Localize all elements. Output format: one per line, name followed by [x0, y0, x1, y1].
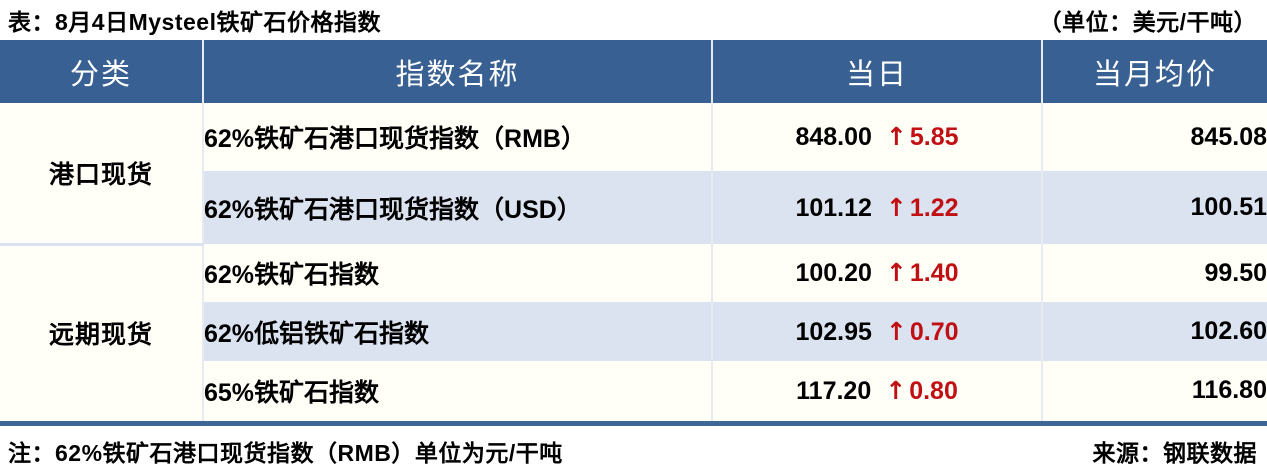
change-amount: 5.85 — [909, 123, 959, 151]
month-avg-cell: 845.08 — [1042, 103, 1267, 171]
today-value-cell: 117.20 ↑ 0.80 — [712, 361, 1043, 423]
source-note: 来源：钢联数据 — [1092, 439, 1257, 466]
change-value: ↑ 5.85 — [885, 122, 959, 151]
unit-note: （单位：美元/干吨） — [1038, 9, 1257, 35]
up-arrow-icon: ↑ — [885, 375, 907, 405]
change-value: ↑ 1.40 — [885, 258, 959, 287]
index-name-cell: 62%铁矿石指数 — [203, 244, 713, 302]
table-row: 62%铁矿石港口现货指数（USD） 101.12 ↑ 1.22 100.51 — [0, 171, 1267, 244]
change-amount: 0.80 — [909, 376, 958, 405]
column-header-category: 分类 — [0, 40, 204, 103]
price-table: 分类 指数名称 当日 当月均价 港口现货 62%铁矿石港口现货指数（RMB） 8… — [0, 40, 1267, 426]
index-name-cell: 62%低铝铁矿石指数 — [203, 302, 713, 361]
today-value: 848.00 — [795, 123, 872, 151]
change-amount: 1.40 — [909, 259, 959, 287]
up-arrow-icon: ↑ — [885, 192, 907, 222]
table-row: 远期现货 62%铁矿石指数 100.20 ↑ 1.40 99.50 — [0, 244, 1267, 423]
month-avg-cell: 116.80 — [1042, 361, 1267, 423]
index-name-cell: 62%铁矿石港口现货指数（RMB） — [203, 103, 713, 171]
change-value: ↑ 0.70 — [885, 316, 959, 346]
column-header-index-name: 指数名称 — [203, 40, 713, 103]
change-value: ↑ 1.22 — [885, 192, 959, 222]
category-cell-forward-spot: 远期现货 — [0, 244, 204, 423]
footnote: 注：62%铁矿石港口现货指数（RMB）单位为元/干吨 — [8, 439, 563, 466]
footer-bar: 注：62%铁矿石港口现货指数（RMB）单位为元/干吨 来源：钢联数据 — [0, 426, 1267, 468]
category-cell-port-spot: 港口现货 — [0, 103, 204, 246]
up-arrow-icon: ↑ — [885, 316, 907, 346]
month-avg-cell: 102.60 — [1042, 302, 1267, 361]
column-header-today: 当日 — [712, 40, 1043, 103]
today-value-cell: 100.20 ↑ 1.40 — [712, 244, 1043, 302]
today-value-cell: 102.95 ↑ 0.70 — [712, 302, 1043, 361]
index-name-cell: 65%铁矿石指数 — [203, 361, 713, 423]
table-caption: 表：8月4日Mysteel铁矿石价格指数 — [8, 9, 381, 35]
table-row: 港口现货 62%铁矿石港口现货指数（RMB） 848.00 ↑ 5.85 845.0… — [0, 103, 1267, 246]
today-value: 102.95 — [795, 317, 872, 346]
change-value: ↑ 0.80 — [885, 375, 958, 405]
today-value: 101.12 — [795, 193, 872, 222]
index-name-cell: 62%铁矿石港口现货指数（USD） — [203, 171, 713, 244]
up-arrow-icon: ↑ — [885, 122, 907, 151]
today-value-cell: 848.00 ↑ 5.85 — [712, 103, 1043, 171]
change-amount: 0.70 — [909, 317, 959, 346]
table-row: 65%铁矿石指数 117.20 ↑ 0.80 116.80 — [0, 361, 1267, 423]
change-amount: 1.22 — [909, 193, 959, 222]
month-avg-cell: 100.51 — [1042, 171, 1267, 244]
month-avg-cell: 99.50 — [1042, 244, 1267, 302]
caption-bar: 表：8月4日Mysteel铁矿石价格指数 （单位：美元/干吨） — [0, 0, 1267, 40]
table-row: 62%低铝铁矿石指数 102.95 ↑ 0.70 102.60 — [0, 302, 1267, 361]
today-value: 100.20 — [795, 259, 872, 287]
column-header-month-avg: 当月均价 — [1042, 40, 1267, 103]
header-row: 分类 指数名称 当日 当月均价 — [0, 40, 1267, 103]
today-value: 117.20 — [796, 376, 872, 405]
up-arrow-icon: ↑ — [885, 258, 907, 287]
today-value-cell: 101.12 ↑ 1.22 — [712, 171, 1043, 244]
